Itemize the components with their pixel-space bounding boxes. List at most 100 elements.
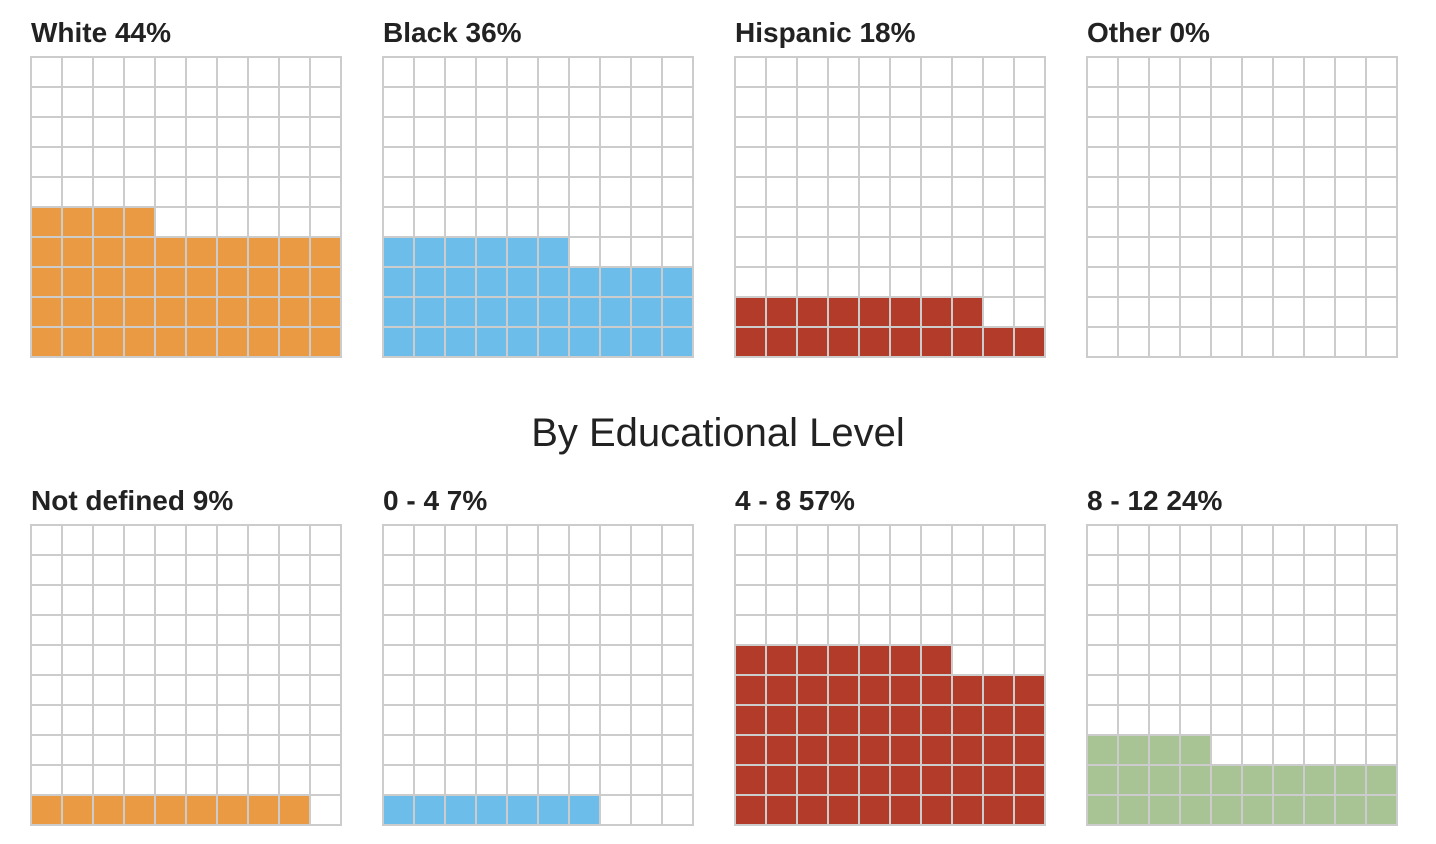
waffle-cell-filled (125, 208, 156, 238)
waffle-cell-filled (798, 766, 829, 796)
waffle-cell-filled (891, 736, 922, 766)
waffle-cell-filled (922, 766, 953, 796)
waffle-cell-empty (829, 526, 860, 556)
waffle-cell-empty (311, 556, 342, 586)
waffle-cell-empty (736, 148, 767, 178)
waffle-cell-empty (1305, 706, 1336, 736)
waffle-cell-empty (891, 556, 922, 586)
waffle-cell-filled (632, 328, 663, 358)
waffle-cell-filled (953, 796, 984, 826)
waffle-cell-empty (1150, 706, 1181, 736)
waffle-cell-empty (156, 736, 187, 766)
waffle-cell-filled (767, 328, 798, 358)
waffle-cell-empty (249, 118, 280, 148)
waffle-cell-filled (1015, 676, 1046, 706)
waffle-cell-empty (1305, 736, 1336, 766)
waffle-cell-empty (767, 526, 798, 556)
waffle-cell-filled (736, 328, 767, 358)
waffle-cell-empty (249, 586, 280, 616)
waffle-cell-empty (860, 616, 891, 646)
waffle-cell-empty (477, 178, 508, 208)
waffle-cell-empty (1119, 586, 1150, 616)
waffle-cell-empty (415, 178, 446, 208)
waffle-cell-empty (570, 706, 601, 736)
waffle-chart-hispanic (734, 56, 1046, 358)
waffle-cell-empty (663, 208, 694, 238)
waffle-cell-empty (280, 616, 311, 646)
waffle-cell-empty (218, 208, 249, 238)
waffle-cell-filled (860, 796, 891, 826)
waffle-cell-empty (1367, 706, 1398, 736)
waffle-cell-empty (63, 148, 94, 178)
waffle-cell-empty (798, 586, 829, 616)
waffle-cell-empty (311, 796, 342, 826)
waffle-cell-filled (736, 706, 767, 736)
waffle-cell-empty (922, 118, 953, 148)
waffle-cell-empty (218, 766, 249, 796)
waffle-cell-empty (1243, 616, 1274, 646)
waffle-cell-empty (984, 118, 1015, 148)
waffle-cell-empty (384, 118, 415, 148)
waffle-cell-filled (984, 736, 1015, 766)
waffle-cell-empty (1119, 208, 1150, 238)
waffle-cell-empty (860, 148, 891, 178)
waffle-cell-empty (1336, 88, 1367, 118)
waffle-cell-filled (860, 298, 891, 328)
waffle-cell-empty (601, 586, 632, 616)
waffle-cell-empty (1274, 328, 1305, 358)
waffle-cell-filled (922, 736, 953, 766)
waffle-cell-empty (767, 616, 798, 646)
waffle-cell-filled (415, 238, 446, 268)
waffle-cell-empty (1367, 298, 1398, 328)
waffle-cell-filled (63, 796, 94, 826)
waffle-cell-empty (1088, 148, 1119, 178)
waffle-cell-filled (32, 238, 63, 268)
waffle-cell-filled (1367, 766, 1398, 796)
waffle-cell-empty (632, 208, 663, 238)
waffle-cell-filled (1181, 736, 1212, 766)
waffle-cell-empty (663, 646, 694, 676)
waffle-cell-filled (187, 298, 218, 328)
waffle-cell-empty (384, 526, 415, 556)
waffle-cell-empty (736, 178, 767, 208)
waffle-cell-empty (663, 586, 694, 616)
waffle-cell-filled (539, 268, 570, 298)
waffle-cell-empty (1243, 148, 1274, 178)
waffle-cell-empty (953, 646, 984, 676)
waffle-cell-empty (539, 58, 570, 88)
waffle-chart-white (30, 56, 342, 358)
waffle-cell-empty (218, 676, 249, 706)
waffle-cell-empty (984, 268, 1015, 298)
waffle-cell-empty (415, 208, 446, 238)
waffle-cell-empty (1367, 178, 1398, 208)
waffle-cell-empty (1367, 208, 1398, 238)
waffle-cell-empty (187, 736, 218, 766)
waffle-cell-filled (1150, 796, 1181, 826)
waffle-cell-empty (829, 88, 860, 118)
waffle-cell-empty (156, 586, 187, 616)
waffle-cell-empty (156, 676, 187, 706)
waffle-cell-empty (32, 766, 63, 796)
waffle-cell-empty (446, 706, 477, 736)
waffle-cell-empty (1212, 526, 1243, 556)
waffle-cell-empty (32, 706, 63, 736)
waffle-cell-empty (311, 178, 342, 208)
waffle-cell-empty (446, 118, 477, 148)
waffle-cell-filled (32, 328, 63, 358)
waffle-cell-empty (663, 526, 694, 556)
waffle-cell-empty (1150, 526, 1181, 556)
waffle-cell-empty (1212, 238, 1243, 268)
waffle-cell-filled (415, 268, 446, 298)
waffle-cell-empty (156, 148, 187, 178)
waffle-cell-empty (632, 796, 663, 826)
waffle-chart-8-12 (1086, 524, 1398, 826)
waffle-cell-empty (415, 148, 446, 178)
waffle-cell-empty (1088, 238, 1119, 268)
waffle-cell-filled (63, 268, 94, 298)
waffle-cell-empty (736, 526, 767, 556)
waffle-cell-empty (63, 526, 94, 556)
waffle-cell-empty (187, 706, 218, 736)
waffle-cell-empty (1305, 238, 1336, 268)
waffle-cell-empty (539, 178, 570, 208)
waffle-cell-empty (539, 556, 570, 586)
